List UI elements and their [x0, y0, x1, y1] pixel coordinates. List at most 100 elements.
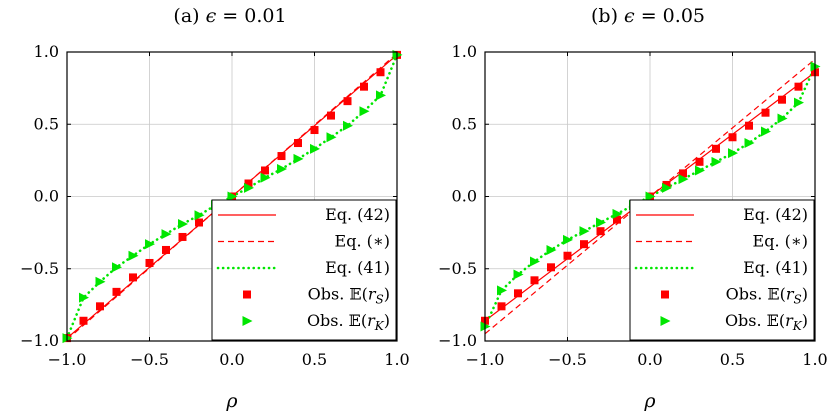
data-point-rk [728, 148, 738, 159]
data-point-rs [79, 316, 88, 325]
legend-label: Eq. (41) [325, 258, 390, 277]
data-point-rs [695, 157, 704, 166]
data-point-rk [761, 126, 771, 137]
data-point-rs [360, 82, 368, 91]
legend-swatch-triangle [242, 316, 253, 326]
data-point-rs [761, 108, 770, 117]
x-tick-label: 1.0 [384, 350, 409, 369]
data-point-rs [728, 133, 737, 142]
y-tick-label: −1.0 [20, 331, 59, 350]
data-point-rk [579, 226, 590, 237]
y-tick-label: 0.5 [452, 114, 477, 133]
x-tick-label: −1.0 [48, 350, 87, 369]
data-point-rk [79, 292, 89, 303]
y-tick-label: 0.0 [34, 187, 59, 206]
x-tick-label: −0.5 [548, 350, 587, 369]
legend-label: Obs. 𝔼(rS) [726, 285, 808, 307]
data-point-rk [695, 165, 705, 176]
data-point-rk [662, 182, 672, 193]
data-point-rk [645, 191, 656, 202]
legend-label: Obs. 𝔼(rK) [725, 311, 808, 333]
legend: Eq. (42) Eq. (∗) Eq. (41) Obs. 𝔼(rS) Obs. 𝔼(… [629, 199, 815, 341]
data-point-rs [679, 169, 687, 178]
data-point-rk [277, 164, 287, 175]
y-tick-label: 0.0 [452, 187, 477, 206]
data-point-rs [662, 180, 671, 189]
data-point-rs [530, 276, 539, 285]
chart-panel-a: −1.0 −0.5 0.0 0.5 1.0 −1.0 −0.5 0.0 0.5 1.0 (a) ϵ … [20, 5, 410, 412]
data-point-rs [514, 289, 522, 298]
data-point-rs [563, 251, 572, 260]
legend-swatch-square [661, 290, 669, 299]
chart-title: (a) ϵ = 0.01 [173, 5, 286, 27]
data-point-rs [244, 179, 253, 188]
series-line-dotted [485, 65, 815, 328]
data-point-rk [112, 262, 122, 273]
data-point-rs [96, 302, 104, 311]
chart-title: (b) ϵ = 0.05 [591, 5, 705, 27]
data-point-rk [596, 217, 606, 228]
data-point-rs [129, 273, 137, 282]
y-tick-label: 1.0 [452, 42, 477, 61]
data-point-rs [112, 287, 121, 296]
x-tick-label: 0.0 [637, 350, 662, 369]
x-axis-label: ρ [643, 390, 656, 412]
data-point-rs [327, 111, 335, 120]
y-tick-label: −0.5 [20, 259, 59, 278]
data-point-rk [678, 174, 689, 185]
legend-swatch-square [243, 290, 251, 299]
data-point-rk [794, 97, 804, 108]
x-tick-label: 0.5 [720, 350, 745, 369]
legend-label: Eq. (41) [743, 258, 808, 277]
data-point-rk [260, 172, 271, 183]
y-tick-label: −1.0 [438, 331, 477, 350]
y-tick-label: −0.5 [438, 259, 477, 278]
data-point-rs [613, 215, 621, 224]
data-point-rk [376, 90, 386, 101]
y-tick-label: 1.0 [34, 42, 59, 61]
x-tick-label: −0.5 [130, 350, 169, 369]
data-point-rk [194, 210, 205, 221]
data-point-rk [227, 191, 238, 202]
data-point-rs [162, 245, 170, 254]
data-point-rk [777, 113, 788, 124]
legend-label: Eq. (∗) [753, 232, 808, 251]
data-point-rs [343, 97, 352, 106]
data-point-rk [293, 153, 304, 164]
legend: Eq. (42) Eq. (∗) Eq. (41) Obs. 𝔼(rS) Obs. 𝔼(… [211, 199, 397, 341]
x-tick-label: 1.0 [802, 350, 827, 369]
data-point-rk [326, 132, 337, 143]
data-point-rk [711, 156, 722, 167]
data-point-rs [497, 302, 506, 311]
data-point-rk [310, 143, 320, 154]
data-point-rk [563, 234, 573, 245]
legend-label: Eq. (∗) [335, 232, 390, 251]
data-point-rs [310, 126, 319, 135]
x-axis-label: ρ [225, 390, 238, 412]
data-point-rk [546, 244, 557, 255]
data-point-rk [128, 250, 139, 261]
data-point-rk [744, 138, 755, 149]
data-point-rk [612, 208, 623, 219]
data-point-rs [745, 121, 753, 130]
data-point-rk [497, 285, 507, 296]
data-point-rs [712, 144, 720, 153]
data-point-rk [95, 276, 106, 287]
data-point-rs [547, 263, 555, 272]
data-point-rs [145, 258, 154, 267]
data-point-rk [530, 256, 540, 267]
chart-panel-b: −1.0 −0.5 0.0 0.5 1.0 −1.0 −0.5 0.0 0.5 1.0 (b) ϵ … [438, 5, 828, 412]
data-point-rs [178, 232, 187, 241]
data-point-rs [580, 240, 588, 249]
x-tick-label: 0.5 [302, 350, 327, 369]
data-point-rk [161, 229, 172, 240]
data-point-rk [244, 182, 254, 193]
legend-swatch-triangle [660, 316, 671, 326]
legend-label: Eq. (42) [743, 205, 808, 224]
x-tick-label: −1.0 [466, 350, 505, 369]
data-point-rs [277, 152, 286, 161]
data-point-rk [343, 120, 353, 131]
series-line-dashed [67, 52, 397, 341]
data-point-rs [794, 82, 803, 91]
